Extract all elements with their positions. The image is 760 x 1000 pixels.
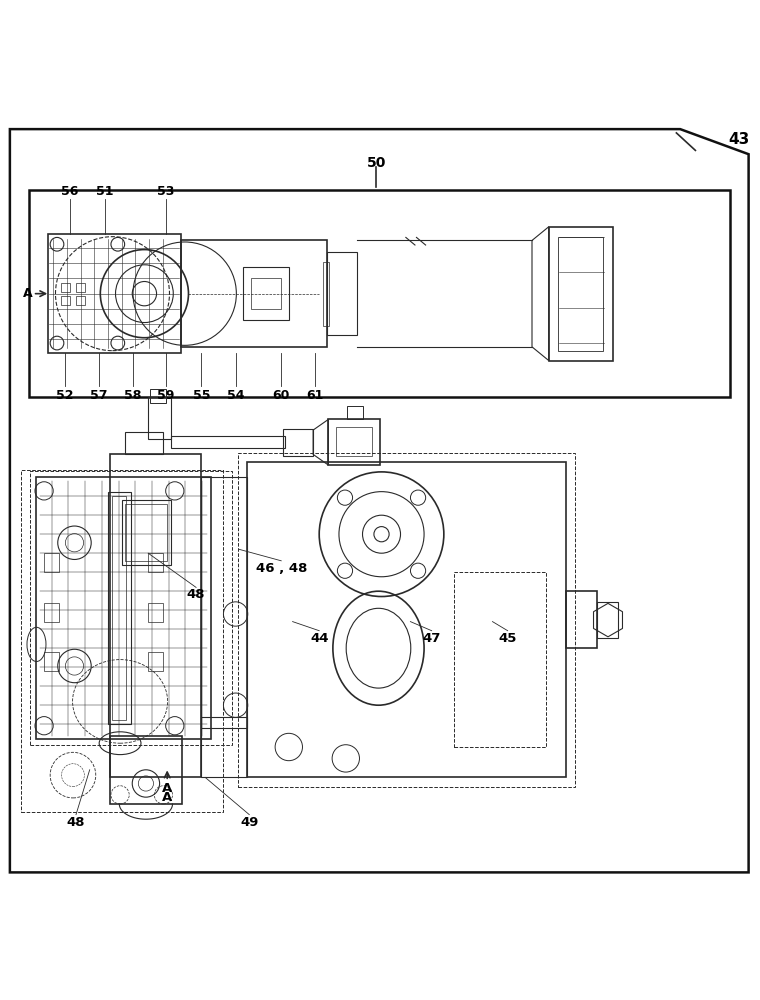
Text: 61: 61	[307, 389, 324, 402]
Text: 57: 57	[90, 389, 108, 402]
Bar	[323, 262, 329, 326]
Bar	[125, 504, 167, 561]
Bar	[76, 283, 85, 292]
Text: 58: 58	[125, 389, 141, 402]
Bar	[110, 454, 201, 777]
Text: 47: 47	[423, 632, 441, 645]
Bar	[549, 227, 613, 361]
Text: 44: 44	[310, 632, 328, 645]
Text: 48: 48	[187, 588, 205, 602]
Bar	[336, 427, 372, 456]
Bar	[597, 602, 618, 638]
Bar	[61, 283, 70, 292]
Text: A: A	[162, 791, 173, 804]
Text: 59: 59	[157, 389, 174, 402]
Text: 55: 55	[192, 389, 211, 402]
Text: 54: 54	[226, 389, 245, 402]
Text: 49: 49	[240, 816, 258, 829]
Bar	[108, 492, 131, 724]
Bar	[201, 477, 247, 728]
Bar	[125, 432, 163, 454]
Bar	[30, 471, 232, 745]
Bar	[48, 234, 181, 353]
Bar	[171, 436, 285, 448]
Text: 56: 56	[62, 185, 78, 198]
Bar	[36, 477, 211, 739]
Bar	[238, 453, 575, 787]
Bar	[148, 652, 163, 671]
Bar	[148, 603, 163, 622]
Text: 46 , 48: 46 , 48	[255, 562, 307, 575]
Bar	[29, 190, 730, 397]
Bar	[61, 296, 70, 305]
Bar	[110, 736, 182, 804]
Text: A: A	[23, 287, 32, 300]
Bar	[283, 429, 313, 456]
Bar	[148, 553, 163, 572]
Bar	[44, 553, 59, 572]
Text: 45: 45	[499, 632, 517, 645]
Bar	[21, 470, 223, 812]
Bar	[44, 652, 59, 671]
Text: 43: 43	[728, 132, 749, 147]
Bar	[76, 296, 85, 305]
Bar	[112, 496, 126, 720]
Bar	[566, 591, 597, 648]
Text: 52: 52	[55, 389, 74, 402]
Text: 50: 50	[366, 156, 386, 170]
Bar	[347, 406, 363, 419]
Bar	[122, 500, 171, 565]
Bar	[454, 572, 546, 747]
Bar	[328, 419, 380, 465]
Text: 51: 51	[96, 185, 114, 198]
Text: A: A	[162, 782, 173, 795]
Text: 48: 48	[67, 816, 85, 829]
Bar	[243, 267, 289, 320]
Text: 60: 60	[273, 389, 290, 402]
Bar	[44, 603, 59, 622]
Bar	[251, 278, 281, 309]
Bar	[148, 397, 171, 439]
Text: 53: 53	[157, 185, 174, 198]
Bar	[150, 389, 166, 403]
Bar	[247, 462, 566, 777]
Bar	[181, 240, 327, 347]
Bar	[201, 717, 247, 777]
Bar	[558, 237, 603, 351]
